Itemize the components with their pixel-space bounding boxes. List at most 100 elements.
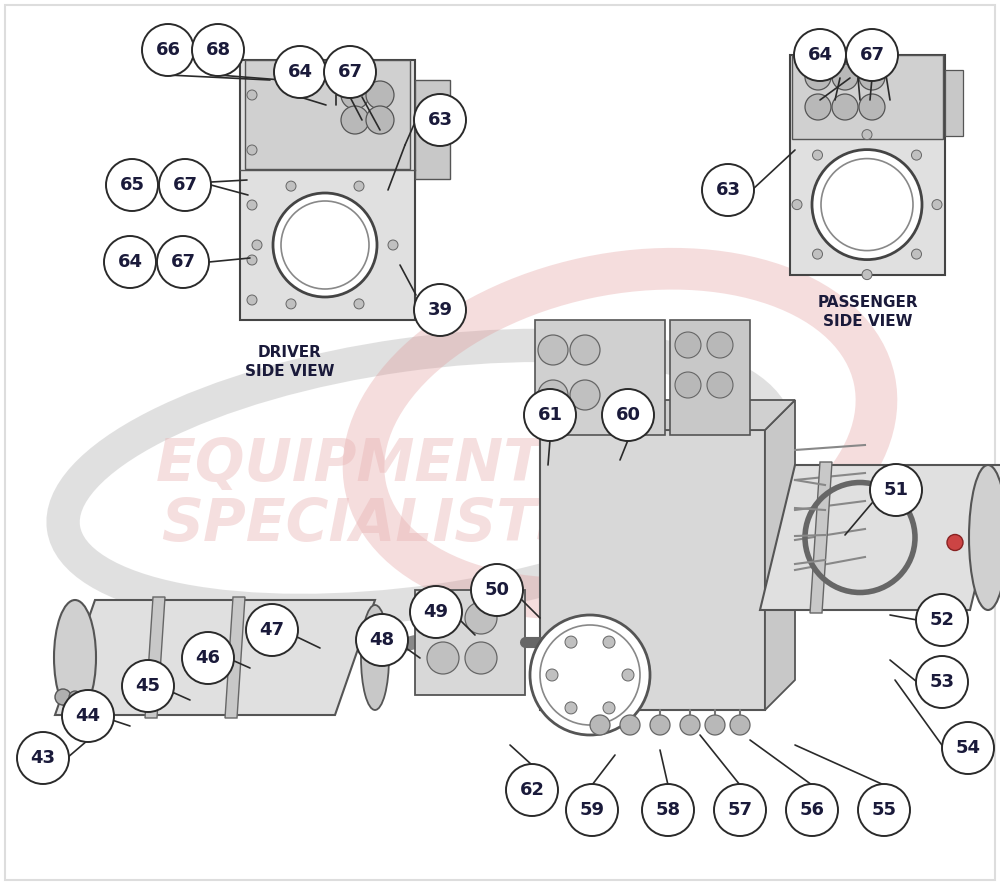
- Circle shape: [366, 106, 394, 134]
- Circle shape: [546, 669, 558, 681]
- Text: 54: 54: [956, 739, 980, 757]
- Text: 66: 66: [156, 41, 180, 59]
- Circle shape: [159, 159, 211, 211]
- Circle shape: [17, 732, 69, 784]
- Circle shape: [246, 604, 298, 656]
- Circle shape: [565, 636, 577, 648]
- Circle shape: [388, 240, 398, 250]
- Circle shape: [286, 299, 296, 309]
- Bar: [945, 70, 963, 136]
- Circle shape: [603, 702, 615, 714]
- Text: 62: 62: [520, 781, 544, 799]
- Text: 51: 51: [884, 481, 908, 499]
- Text: 50: 50: [484, 581, 510, 599]
- Circle shape: [862, 129, 872, 140]
- Text: 68: 68: [205, 41, 231, 59]
- Text: 67: 67: [338, 63, 362, 81]
- Circle shape: [540, 625, 640, 725]
- Circle shape: [570, 380, 600, 410]
- Text: 53: 53: [930, 673, 954, 691]
- Circle shape: [566, 784, 618, 836]
- Circle shape: [603, 636, 615, 648]
- Circle shape: [821, 158, 913, 250]
- Text: 48: 48: [369, 631, 395, 649]
- Circle shape: [538, 335, 568, 365]
- Polygon shape: [540, 400, 795, 430]
- Circle shape: [530, 615, 650, 735]
- Circle shape: [157, 236, 209, 288]
- Ellipse shape: [54, 600, 96, 715]
- Circle shape: [465, 602, 497, 634]
- Bar: [415, 80, 450, 179]
- Circle shape: [832, 64, 858, 90]
- Circle shape: [805, 64, 831, 90]
- Ellipse shape: [969, 465, 1000, 610]
- Circle shape: [324, 46, 376, 98]
- Text: 64: 64: [118, 253, 143, 271]
- Circle shape: [932, 200, 942, 210]
- Circle shape: [354, 299, 364, 309]
- Text: EQUIPMENT: EQUIPMENT: [156, 436, 544, 494]
- Text: 39: 39: [428, 301, 452, 319]
- Circle shape: [813, 249, 823, 259]
- Circle shape: [794, 29, 846, 81]
- Text: 46: 46: [196, 649, 220, 667]
- Text: 60: 60: [616, 406, 640, 424]
- Circle shape: [247, 90, 257, 100]
- Circle shape: [55, 689, 71, 705]
- Circle shape: [805, 94, 831, 120]
- Text: 64: 64: [288, 63, 312, 81]
- Circle shape: [341, 81, 369, 109]
- Circle shape: [192, 24, 244, 76]
- Circle shape: [730, 715, 750, 735]
- Circle shape: [705, 715, 725, 735]
- Circle shape: [675, 372, 701, 398]
- Circle shape: [862, 270, 872, 280]
- Circle shape: [846, 29, 898, 81]
- Circle shape: [786, 784, 838, 836]
- Circle shape: [465, 642, 497, 674]
- Circle shape: [942, 722, 994, 774]
- Circle shape: [506, 764, 558, 816]
- Bar: [535, 320, 665, 435]
- Bar: [240, 60, 415, 320]
- Circle shape: [792, 200, 802, 210]
- Polygon shape: [55, 600, 375, 715]
- Circle shape: [650, 715, 670, 735]
- Circle shape: [354, 181, 364, 191]
- Circle shape: [590, 715, 610, 735]
- Circle shape: [252, 240, 262, 250]
- Circle shape: [570, 335, 600, 365]
- Circle shape: [859, 94, 885, 120]
- Circle shape: [832, 94, 858, 120]
- Text: 63: 63: [716, 181, 740, 199]
- Circle shape: [642, 784, 694, 836]
- Circle shape: [247, 200, 257, 210]
- Circle shape: [62, 690, 114, 742]
- Circle shape: [916, 656, 968, 708]
- Circle shape: [680, 715, 700, 735]
- Circle shape: [427, 642, 459, 674]
- Circle shape: [247, 145, 257, 155]
- Polygon shape: [810, 462, 832, 613]
- Text: 59: 59: [580, 801, 604, 819]
- Text: 47: 47: [260, 621, 285, 639]
- Circle shape: [414, 94, 466, 146]
- Text: 57: 57: [728, 801, 753, 819]
- Circle shape: [916, 594, 968, 646]
- Polygon shape: [145, 597, 165, 718]
- Text: 43: 43: [30, 749, 56, 767]
- Text: SPECIALISTS: SPECIALISTS: [161, 496, 579, 553]
- Text: 52: 52: [930, 611, 954, 629]
- Polygon shape: [225, 597, 245, 718]
- Circle shape: [524, 389, 576, 441]
- Circle shape: [366, 81, 394, 109]
- Polygon shape: [760, 465, 1000, 610]
- Bar: [790, 55, 945, 275]
- Circle shape: [602, 389, 654, 441]
- Circle shape: [812, 150, 922, 259]
- Circle shape: [471, 564, 523, 616]
- Text: 67: 67: [860, 46, 885, 64]
- Circle shape: [813, 150, 823, 160]
- Circle shape: [870, 464, 922, 516]
